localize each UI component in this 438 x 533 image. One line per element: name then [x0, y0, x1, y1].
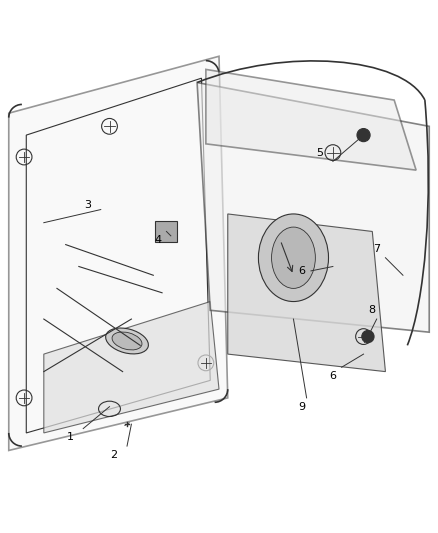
- Text: 6: 6: [299, 266, 306, 276]
- Text: 3: 3: [84, 200, 91, 210]
- Circle shape: [357, 128, 370, 142]
- PathPatch shape: [44, 302, 219, 433]
- Text: 5: 5: [316, 148, 323, 158]
- Ellipse shape: [272, 227, 315, 288]
- PathPatch shape: [9, 56, 228, 450]
- PathPatch shape: [228, 214, 385, 372]
- Text: 4: 4: [154, 235, 161, 245]
- Text: 6: 6: [329, 371, 336, 381]
- Text: 2: 2: [110, 450, 117, 460]
- Ellipse shape: [112, 332, 142, 350]
- Text: 8: 8: [369, 305, 376, 316]
- PathPatch shape: [197, 83, 429, 332]
- Text: 9: 9: [299, 402, 306, 411]
- PathPatch shape: [206, 69, 416, 170]
- Text: 7: 7: [373, 244, 380, 254]
- Ellipse shape: [106, 328, 148, 354]
- Circle shape: [362, 330, 374, 343]
- Text: 1: 1: [67, 432, 74, 442]
- Ellipse shape: [258, 214, 328, 302]
- FancyBboxPatch shape: [155, 221, 177, 243]
